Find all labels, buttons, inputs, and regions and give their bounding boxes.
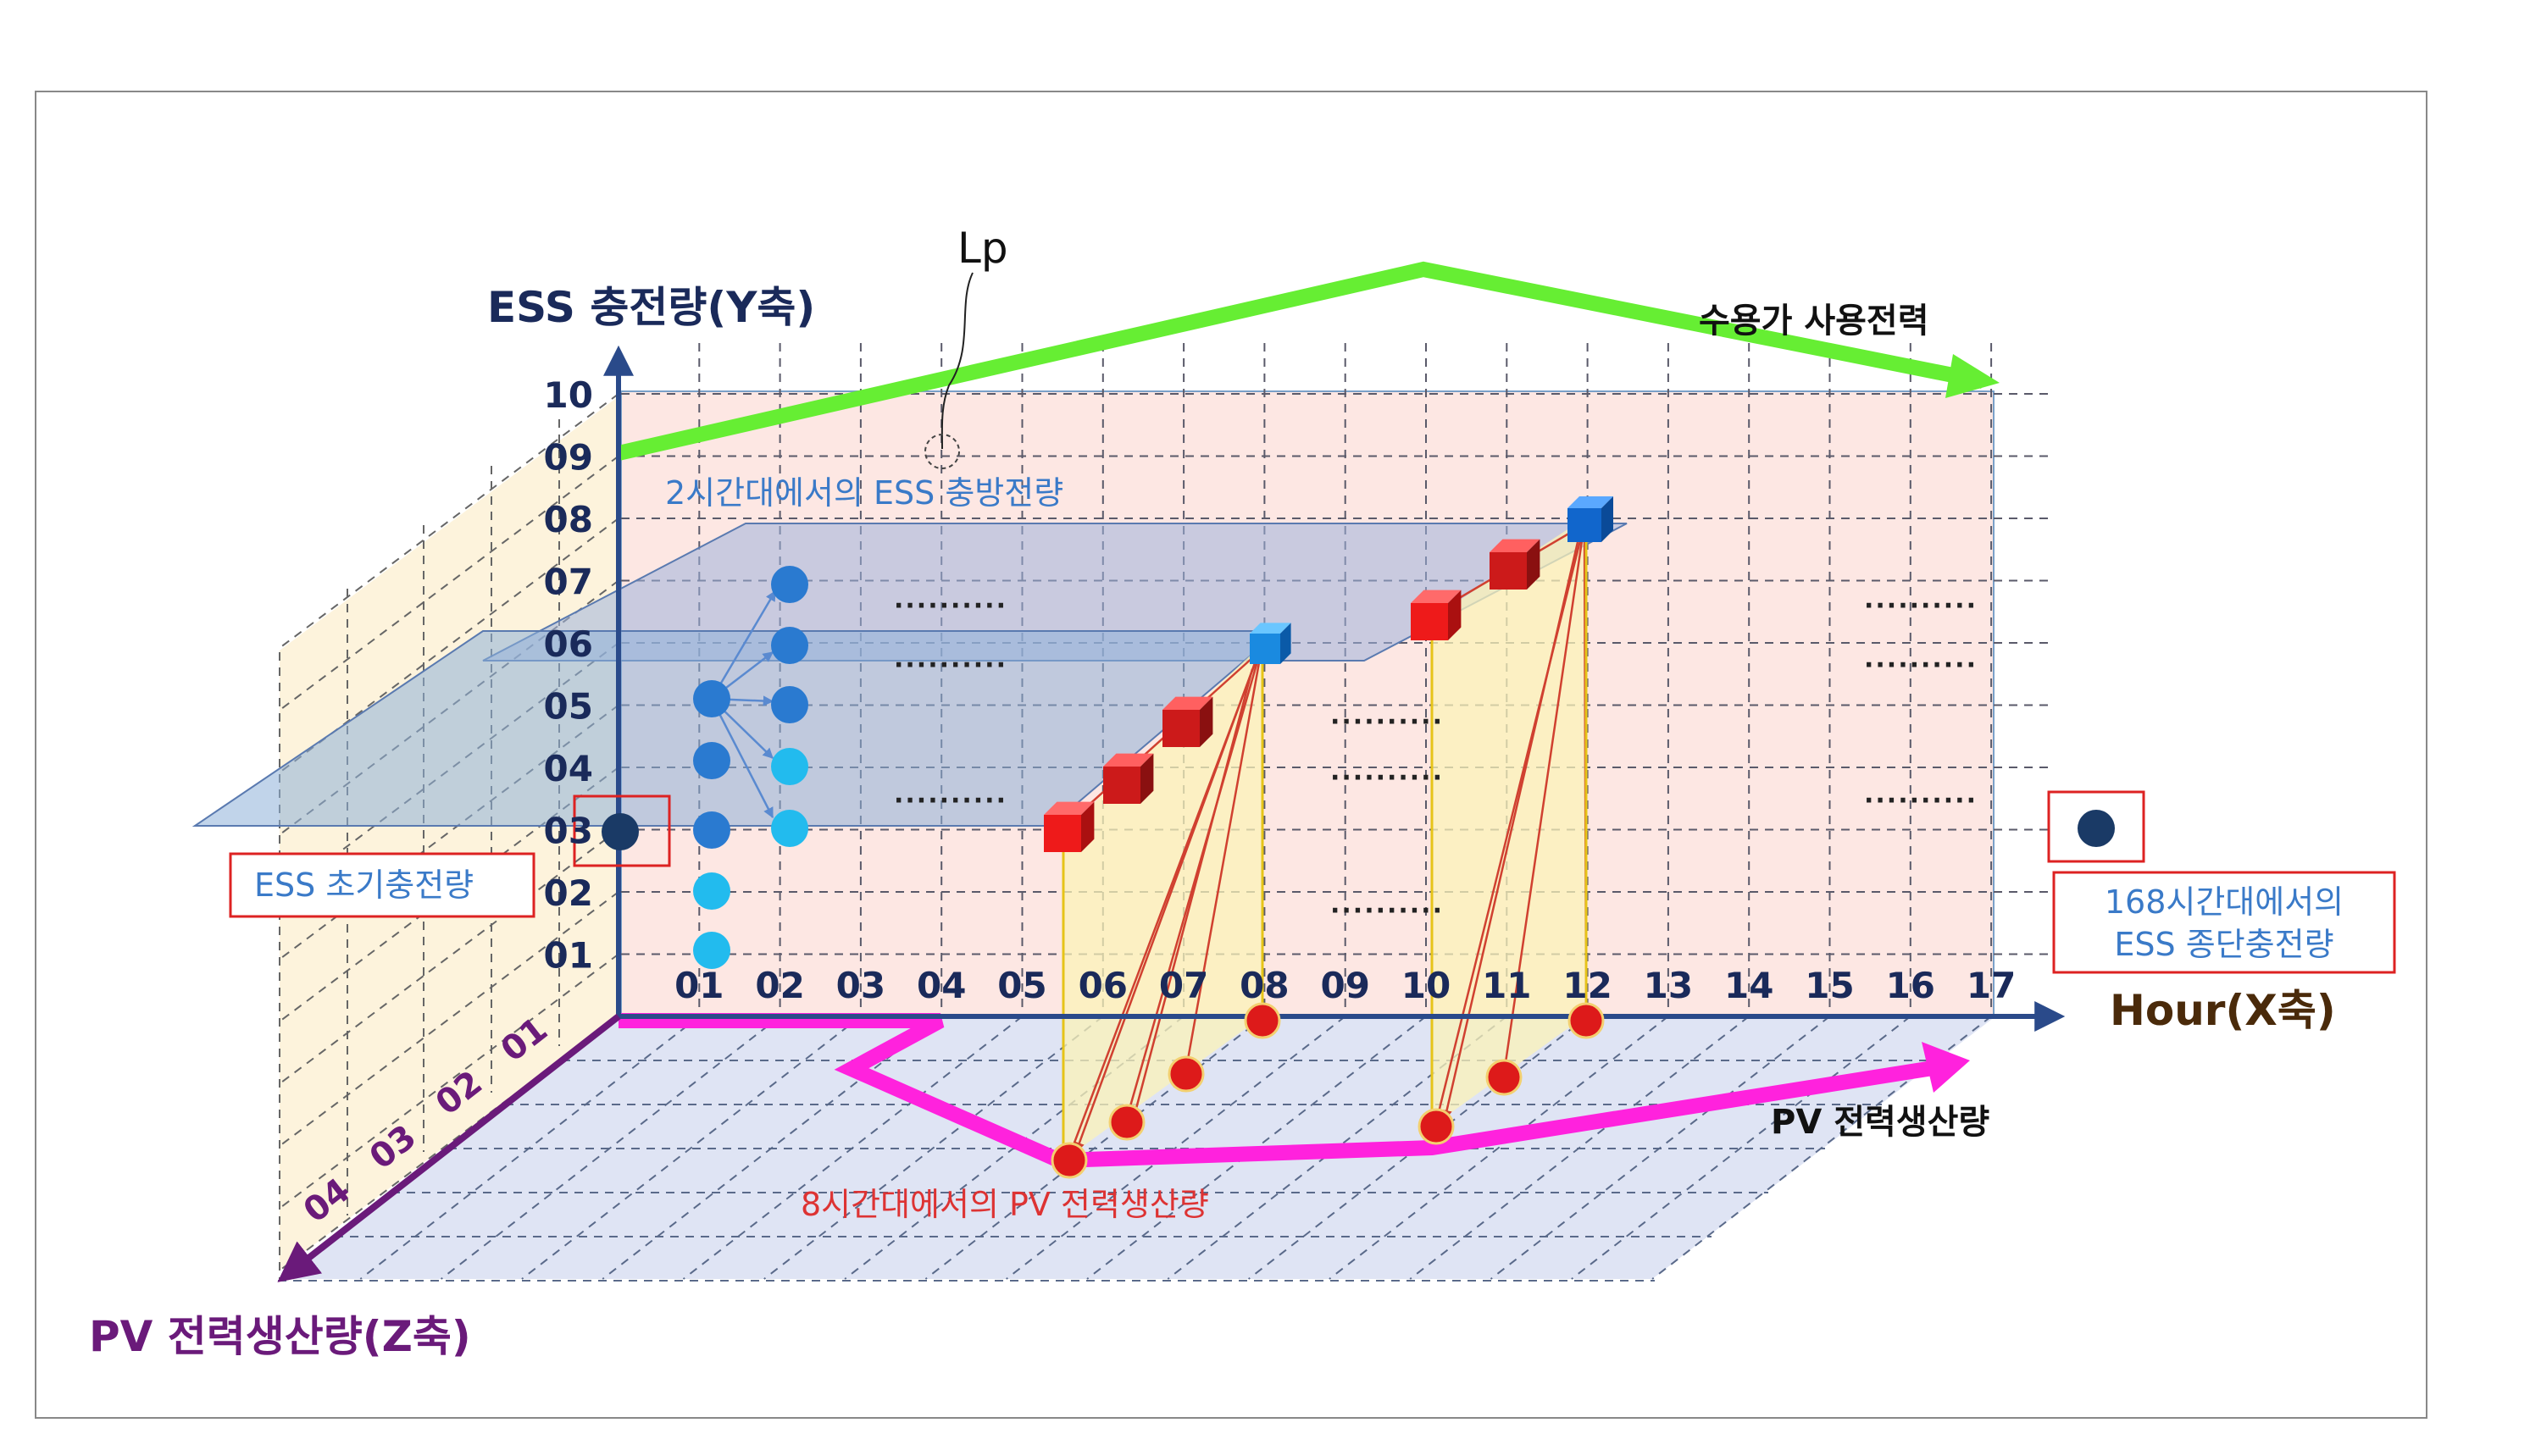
cube-face xyxy=(1044,815,1081,852)
pv-floor-dot xyxy=(1487,1060,1521,1094)
ess-cube-blue xyxy=(1567,496,1613,542)
cube-face xyxy=(1103,767,1140,804)
ess-cube-red xyxy=(1162,697,1212,747)
ellipsis-marker: ·········· xyxy=(1864,591,1978,621)
x-tick-label: 10 xyxy=(1401,965,1451,1006)
y-tick-label: 05 xyxy=(544,686,593,728)
ess-node xyxy=(771,627,808,664)
pv-floor-dot xyxy=(1110,1105,1144,1139)
cube-face xyxy=(1162,710,1200,747)
ess-cube-blue xyxy=(1250,623,1291,664)
ess-node xyxy=(693,932,730,969)
final-charge-label-line1: 168시간대에서의 xyxy=(2105,883,2344,921)
y-tick-label: 08 xyxy=(544,499,593,540)
plane-2h-label: 2시간대에서의 ESS 충방전량 xyxy=(665,474,1063,512)
x-tick-label: 05 xyxy=(997,965,1046,1006)
ess-cube-red xyxy=(1103,754,1153,804)
x-tick-label: 13 xyxy=(1644,965,1693,1006)
x-tick-label: 16 xyxy=(1886,965,1935,1006)
ellipsis-marker: ·········· xyxy=(1330,896,1444,926)
y-tick-label: 02 xyxy=(544,872,593,914)
ellipsis-marker: ·········· xyxy=(894,786,1007,816)
ellipsis-marker: ·········· xyxy=(894,591,1007,621)
ess-node xyxy=(771,566,808,603)
y-tick-label: 09 xyxy=(544,437,593,479)
consumer-power-label: 수용가 사용전력 xyxy=(1699,302,1929,340)
cube-face xyxy=(1250,634,1280,664)
x-tick-label: 17 xyxy=(1967,965,2016,1006)
ess-node xyxy=(2078,810,2115,847)
x-tick-label: 08 xyxy=(1240,965,1289,1006)
pv-floor-dot xyxy=(1246,1004,1279,1038)
x-tick-label: 03 xyxy=(836,965,885,1006)
y-tick-label: 01 xyxy=(544,935,593,977)
ess-cube-red xyxy=(1411,590,1461,640)
ess-node xyxy=(693,872,730,910)
ess-node xyxy=(693,811,730,849)
x-tick-label: 11 xyxy=(1482,965,1531,1006)
y-tick-label: 04 xyxy=(544,748,593,789)
pv-floor-dot xyxy=(1052,1143,1086,1177)
ess-node xyxy=(771,686,808,723)
ellipsis-marker: ·········· xyxy=(1330,707,1444,737)
ess-node xyxy=(602,813,639,850)
ess-node xyxy=(693,680,730,717)
pv-floor-dot xyxy=(1169,1057,1203,1091)
ellipsis-marker: ·········· xyxy=(1330,763,1444,793)
initial-charge-label: ESS 초기충전량 xyxy=(254,866,474,904)
ellipsis-marker: ·········· xyxy=(894,650,1007,680)
lp-label: Lp xyxy=(957,224,1008,273)
x-tick-label: 06 xyxy=(1079,965,1128,1006)
ellipsis-marker: ·········· xyxy=(1864,786,1978,816)
x-tick-label: 01 xyxy=(674,965,724,1006)
cube-face xyxy=(1411,603,1448,640)
x-tick-label: 02 xyxy=(755,965,804,1006)
cube-face xyxy=(1567,508,1601,542)
y-tick-label: 07 xyxy=(544,562,593,603)
x-tick-label: 15 xyxy=(1805,965,1854,1006)
x-tick-label: 09 xyxy=(1320,965,1369,1006)
pv-floor-dot xyxy=(1569,1004,1603,1038)
x-tick-label: 14 xyxy=(1724,965,1773,1006)
z-axis-title: PV 전력생산량(Z축) xyxy=(89,1312,471,1361)
pv-generation-label: PV 전력생산량 xyxy=(1771,1103,1989,1142)
ess-node xyxy=(771,748,808,785)
x-tick-label: 07 xyxy=(1159,965,1208,1006)
final-charge-label-line2: ESS 종단충전량 xyxy=(2114,926,2333,963)
x-tick-label: 12 xyxy=(1562,965,1612,1006)
y-axis-title: ESS 충전량(Y축) xyxy=(487,283,815,332)
y-tick-label: 10 xyxy=(544,374,593,416)
y-tick-label: 03 xyxy=(544,811,593,852)
pv-floor-dot xyxy=(1419,1110,1453,1143)
ellipsis-marker: ·········· xyxy=(1864,650,1978,680)
x-axis-ticks: 01 02 03 04 05 06 07 08 09 10 11 12 13 14 15 16 17 xyxy=(674,965,2016,1006)
ess-node xyxy=(693,742,730,779)
y-tick-label: 06 xyxy=(544,623,593,665)
ess-node xyxy=(771,810,808,847)
x-axis-title: Hour(X축) xyxy=(2110,986,2336,1035)
ess-cube-red xyxy=(1490,540,1540,590)
x-tick-label: 04 xyxy=(917,965,966,1006)
pv-8h-label: 8시간대에서의 PV 전력생산량 xyxy=(801,1186,1209,1223)
ess-cube-red xyxy=(1044,802,1094,852)
cube-face xyxy=(1490,552,1527,590)
